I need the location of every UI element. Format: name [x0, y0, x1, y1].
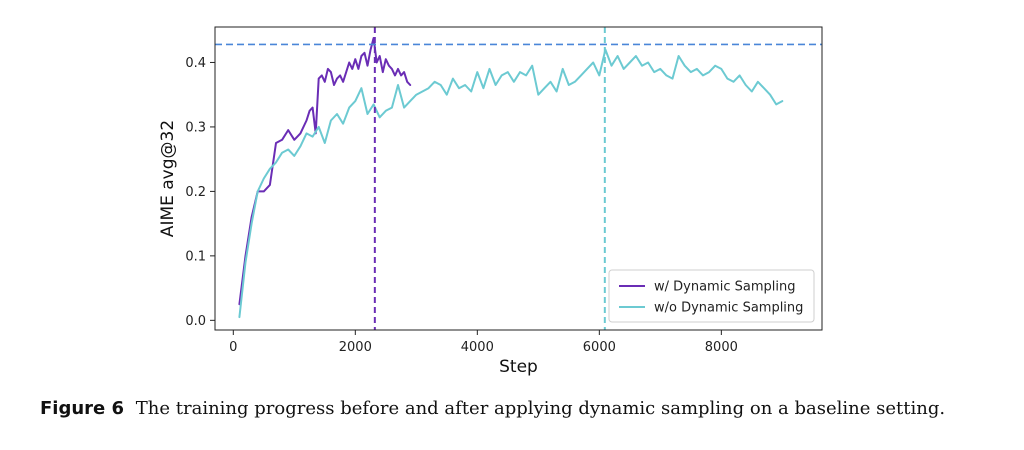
x-tick-label: 0: [229, 340, 237, 355]
line-chart: 0 2000 4000 6000 8000 0.0 0.1 0.2 0.3 0.4 Step A…: [158, 26, 823, 377]
series-line-1: [238, 37, 412, 306]
x-tick-label: 8000: [705, 340, 738, 355]
x-axis: 0 2000 4000 6000 8000: [229, 330, 738, 355]
x-tick-label: 4000: [461, 340, 494, 355]
figure-number: Figure 6: [40, 398, 125, 419]
legend-label-1: w/ Dynamic Sampling: [654, 280, 795, 295]
y-tick-label: 0.2: [185, 185, 206, 200]
y-axis-label: AIME avg@32: [158, 120, 178, 237]
legend-box: [608, 269, 815, 323]
plot-area: [215, 27, 822, 330]
series-line-2: [238, 48, 784, 319]
x-axis-label: Step: [499, 357, 538, 377]
x-tick-label: 2000: [339, 340, 372, 355]
y-tick-label: 0.4: [185, 56, 206, 71]
y-tick-label: 0.3: [185, 120, 206, 135]
y-tick-label: 0.1: [185, 249, 206, 264]
legend: w/ Dynamic Sampling w/o Dynamic Sampling: [608, 269, 815, 323]
figure-caption: Figure 6 The training progress before an…: [40, 398, 1000, 419]
figure-caption-text: The training progress before and after a…: [135, 398, 946, 419]
y-tick-label: 0.0: [185, 314, 206, 329]
x-tick-label: 6000: [583, 340, 616, 355]
axes-frame: [214, 26, 823, 331]
y-axis: 0.0 0.1 0.2 0.3 0.4: [185, 56, 215, 329]
legend-label-2: w/o Dynamic Sampling: [654, 301, 803, 316]
